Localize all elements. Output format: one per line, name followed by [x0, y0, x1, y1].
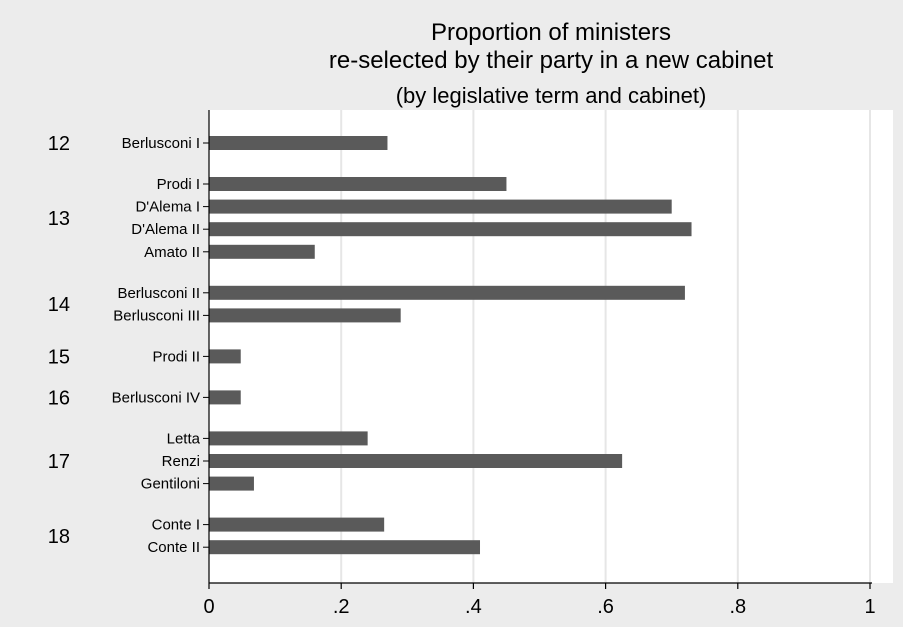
cabinet-label: Berlusconi IV	[112, 389, 200, 406]
term-label: 16	[48, 387, 70, 409]
bars-layer	[209, 136, 692, 555]
cabinet-label: Gentiloni	[141, 476, 200, 493]
chart-subtitle: (by legislative term and cabinet)	[396, 83, 707, 108]
cabinet-label: Conte I	[152, 517, 200, 534]
cabinet-label: Prodi I	[157, 176, 200, 193]
x-tick-label: .2	[333, 596, 350, 618]
term-label: 17	[48, 451, 70, 473]
bar-berlusconi-ii	[209, 285, 685, 300]
term-label: 12	[48, 133, 70, 155]
chart-title-line2: re-selected by their party in a new cabi…	[329, 47, 774, 74]
bar-prodi-ii	[209, 349, 241, 364]
bar-berlusconi-iv	[209, 390, 241, 405]
bar-berlusconi-i	[209, 136, 388, 150]
term-label: 15	[48, 346, 70, 368]
bar-prodi-i	[209, 177, 507, 191]
bar-berlusconi-iii	[209, 308, 401, 323]
x-axis: 0 .2 .4 .6 .8 1	[203, 582, 876, 618]
cabinet-label: Berlusconi II	[117, 285, 200, 302]
cabinet-label: Amato II	[144, 244, 200, 261]
chart-title: Proportion of ministers	[431, 19, 671, 46]
term-label: 14	[48, 294, 70, 316]
cabinet-label: Letta	[167, 430, 201, 447]
term-label: 18	[48, 526, 70, 548]
x-tick-label: 1	[864, 596, 875, 618]
cabinet-label: Renzi	[162, 453, 200, 470]
x-tick-label: .8	[729, 596, 746, 618]
bar-d-alema-ii	[209, 222, 692, 237]
x-tick-label: 0	[203, 596, 214, 618]
bar-letta	[209, 431, 368, 446]
cabinet-label: Prodi II	[152, 348, 200, 365]
cabinet-label: Berlusconi I	[122, 135, 200, 152]
cabinet-label: Berlusconi III	[113, 307, 200, 324]
bar-conte-i	[209, 517, 385, 532]
term-label: 13	[48, 208, 70, 230]
cabinet-label: Conte II	[147, 539, 200, 556]
x-tick-label: .4	[465, 596, 482, 618]
bar-conte-ii	[209, 540, 481, 555]
bar-gentiloni	[209, 476, 254, 491]
bar-d-alema-i	[209, 199, 672, 214]
x-tick-label: .6	[597, 596, 614, 618]
bar-amato-ii	[209, 244, 315, 259]
labels-layer: Berlusconi I 12 Prodi I D'Alema I D'Alema II…	[48, 133, 209, 556]
cabinet-label: D'Alema I	[135, 199, 200, 216]
bar-renzi	[209, 454, 623, 468]
cabinet-label: D'Alema II	[131, 221, 200, 238]
